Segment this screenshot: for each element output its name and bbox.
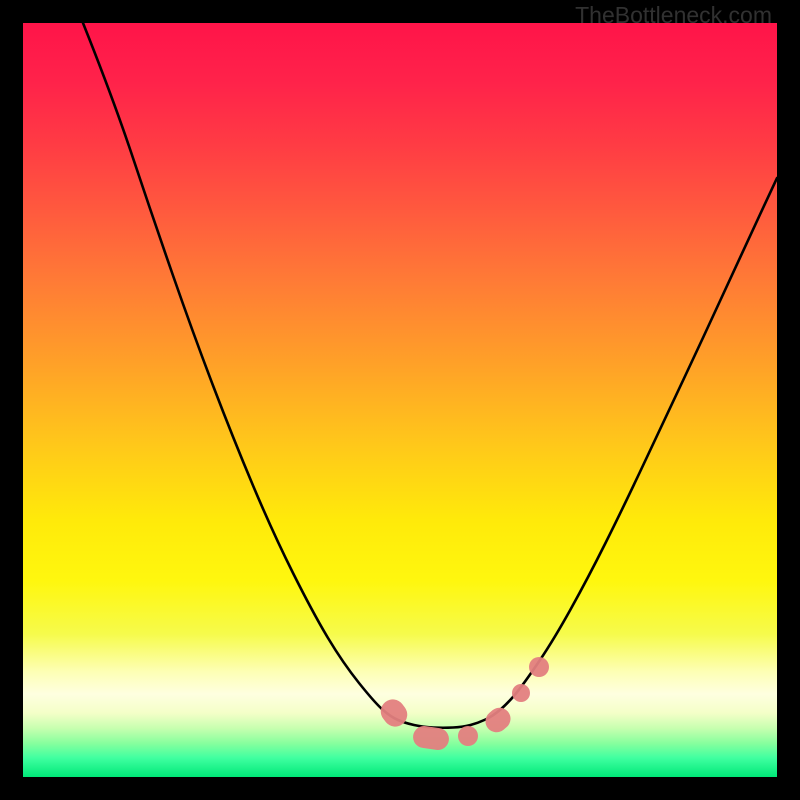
marker-circle <box>512 684 530 702</box>
watermark-text: TheBottleneck.com <box>575 2 772 29</box>
bottleneck-curve <box>83 23 777 728</box>
marker-pill <box>376 695 412 732</box>
curve-layer <box>23 23 777 777</box>
chart-frame: TheBottleneck.com <box>0 0 800 800</box>
curve-path <box>83 23 777 728</box>
marker-circle <box>529 657 549 677</box>
plot-area <box>23 23 777 777</box>
marker-pill <box>481 703 515 737</box>
marker-circle <box>458 726 478 746</box>
marker-group <box>376 657 549 751</box>
